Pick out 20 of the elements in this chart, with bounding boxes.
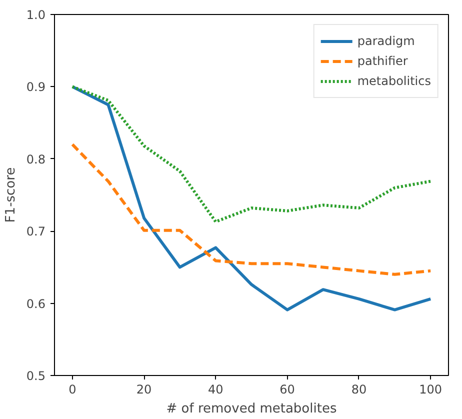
legend-label: paradigm: [357, 34, 415, 48]
y-tick-label: 0.6: [26, 296, 46, 311]
y-tick-label: 0.8: [26, 152, 46, 166]
x-tick-label: 100: [419, 382, 442, 396]
y-tick-label: 0.9: [26, 80, 46, 94]
line-series: [70, 142, 432, 276]
legend-label: pathifier: [357, 54, 408, 68]
y-axis-title: F1-score: [3, 167, 18, 223]
legend-label: metabolitics: [357, 74, 431, 88]
y-tick-label: 1.0: [26, 8, 46, 22]
y-tick-label: 0.5: [26, 369, 46, 383]
line-series: [70, 85, 432, 312]
x-tick-label: 40: [208, 382, 224, 396]
x-tick-label: 80: [351, 382, 367, 396]
x-axis-title: # of removed metabolites: [166, 402, 337, 416]
y-tick-label: 0.7: [26, 224, 46, 239]
line-series: [70, 85, 432, 224]
x-tick-label: 0: [68, 382, 76, 396]
x-tick-label: 60: [280, 382, 295, 396]
x-tick-label: 20: [136, 382, 152, 396]
